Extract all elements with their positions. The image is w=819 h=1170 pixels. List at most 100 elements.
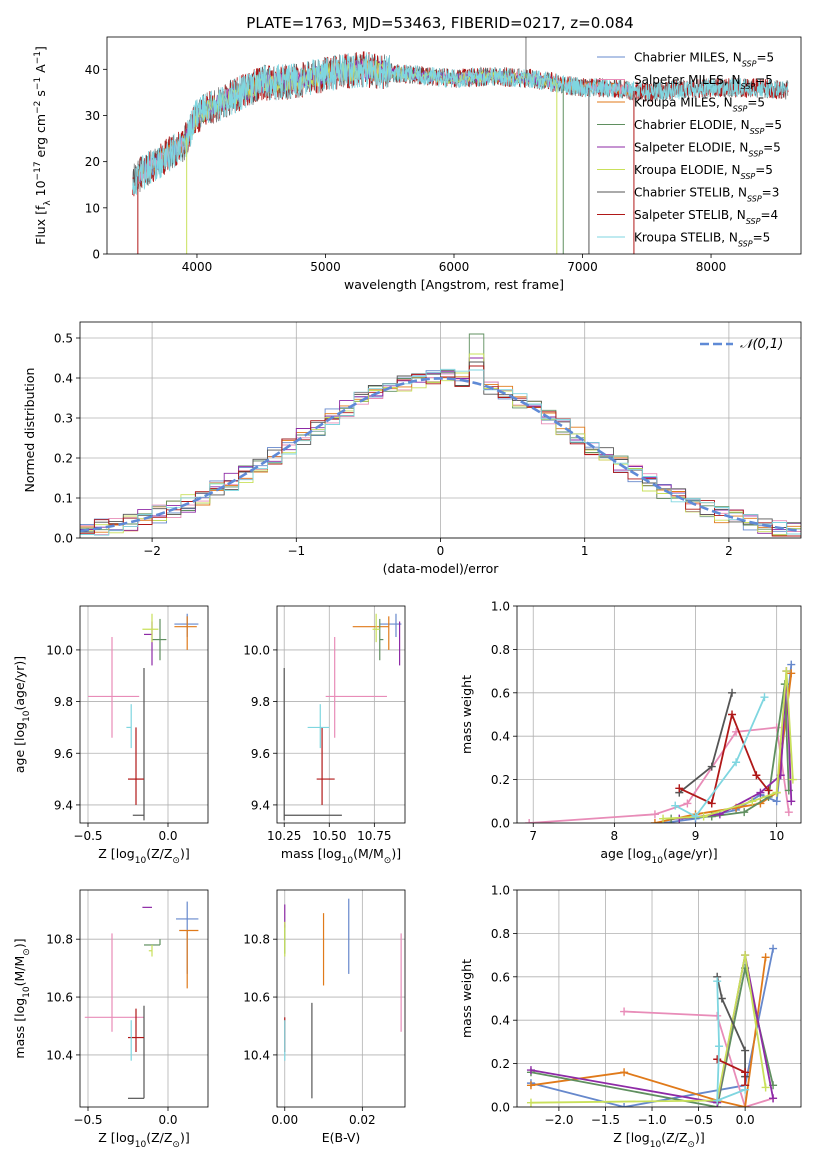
mass_vs_EBV-axes: 0.00 0.02 10.4 10.6 10.8 E(B-V) bbox=[243, 890, 405, 1145]
mass_vs_EBV-frame bbox=[276, 889, 406, 1108]
weight-marker bbox=[620, 1103, 629, 1107]
y-tick-label: 1.0 bbox=[491, 600, 510, 614]
y-tick-label: 30 bbox=[85, 109, 100, 123]
weight-marker bbox=[756, 788, 765, 797]
y-tick-label: 10.4 bbox=[46, 1048, 73, 1062]
weight-marker bbox=[772, 797, 781, 806]
weight-marker bbox=[788, 775, 797, 784]
y-tick-label: 0.0 bbox=[54, 532, 73, 546]
x-tick-label: 2 bbox=[725, 544, 733, 558]
hist-legend: 𝒩(0,1) bbox=[700, 337, 783, 352]
weight-line bbox=[674, 696, 766, 818]
legend-label: Salpeter STELIB, NSSP=4 bbox=[634, 208, 778, 226]
x-tick-label: 7 bbox=[529, 829, 537, 843]
age_vs_mass-frame bbox=[276, 605, 406, 824]
weight-marker bbox=[741, 1103, 750, 1107]
weight-marker bbox=[707, 799, 716, 808]
y-tick-label: 40 bbox=[85, 63, 100, 77]
legend-label: Chabrier STELIB, NSSP=3 bbox=[634, 186, 779, 204]
y-tick-label: 10.0 bbox=[243, 643, 270, 657]
weight-marker bbox=[740, 808, 749, 817]
weight-marker bbox=[752, 771, 761, 780]
y-tick-label: 9.4 bbox=[251, 798, 270, 812]
weight-marker bbox=[713, 1055, 722, 1064]
weight-marker bbox=[741, 1046, 750, 1055]
y-tick-label: 0.1 bbox=[54, 492, 73, 506]
weight-marker bbox=[741, 1085, 750, 1094]
weight-marker bbox=[787, 660, 796, 669]
y-tick-label: 0.6 bbox=[491, 686, 510, 700]
hist-step bbox=[80, 361, 801, 533]
y-tick-label: 0.0 bbox=[491, 817, 510, 831]
hist-series bbox=[80, 333, 801, 537]
y-axis-label: Normed distribution bbox=[22, 368, 37, 493]
mass_vs_Z-points bbox=[84, 901, 199, 1099]
age_vs_Z-axes: −0.5 0.0 9.4 9.6 9.8 10.0 Z [log10(Z/Z⊙)] age [… bbox=[12, 606, 208, 866]
legend-label: Salpeter ELODIE, NSSP=5 bbox=[634, 141, 781, 159]
x-tick-label: 4000 bbox=[182, 260, 213, 274]
weight-marker bbox=[659, 814, 668, 823]
y-tick-label: 0 bbox=[92, 248, 100, 262]
y-tick-label: 0.4 bbox=[54, 372, 73, 386]
spectrum-axes: 4000 5000 6000 7000 8000 0 10 20 30 40 wavelength … bbox=[33, 46, 726, 292]
x-tick-label: 1 bbox=[581, 544, 589, 558]
x-tick-label: 0.0 bbox=[736, 1113, 755, 1127]
x-tick-label: −0.5 bbox=[73, 1113, 102, 1127]
legend-label: 𝒩(0,1) bbox=[740, 337, 783, 352]
weight-line bbox=[716, 981, 746, 1102]
residual_hist-axes: −2 −1 0 1 2 0.0 0.1 0.2 0.3 0.4 0.5 (data-model)/er… bbox=[22, 322, 801, 576]
x-tick-label: 0.0 bbox=[158, 829, 177, 843]
mass_vs_Z-frame bbox=[79, 889, 209, 1108]
x-tick-label: 0 bbox=[437, 544, 445, 558]
weight-line bbox=[530, 954, 767, 1104]
y-tick-label: 0.2 bbox=[54, 452, 73, 466]
weight-marker bbox=[526, 1081, 535, 1090]
mass_vs_Z-axes: −0.5 0.0 10.4 10.6 10.8 Z [log10(Z/Z⊙)] mass [… bbox=[12, 890, 208, 1150]
x-tick-label: −2.0 bbox=[544, 1113, 573, 1127]
x-tick-label: 0.02 bbox=[349, 1113, 376, 1127]
y-axis-label: age [log10(age/yr)] bbox=[12, 656, 32, 773]
x-tick-label: −2 bbox=[143, 544, 161, 558]
x-axis-label: age [log10(age/yr)] bbox=[600, 846, 717, 866]
y-tick-label: 10.6 bbox=[46, 991, 73, 1005]
hist-frame bbox=[79, 321, 802, 539]
legend-label: Chabrier MILES, NSSP=5 bbox=[634, 51, 774, 69]
y-tick-label: 0.4 bbox=[491, 730, 510, 744]
weight-marker bbox=[683, 799, 692, 808]
x-axis-label: mass [log10(M/M⊙)] bbox=[281, 846, 401, 866]
spectrum-lines bbox=[132, 37, 789, 254]
age_vs_Z-frame bbox=[79, 605, 209, 824]
x-tick-label: −1.0 bbox=[637, 1113, 666, 1127]
legend-label: Kroupa STELIB, NSSP=5 bbox=[634, 231, 770, 249]
x-tick-label: 7000 bbox=[567, 260, 598, 274]
spectrum-line bbox=[132, 51, 789, 197]
weight-marker bbox=[525, 819, 534, 823]
weight-marker bbox=[761, 1083, 770, 1092]
x-tick-label: 10.50 bbox=[312, 829, 346, 843]
figure-title: PLATE=1763, MJD=53463, FIBERID=0217, z=0… bbox=[246, 14, 633, 32]
y-tick-label: 10.8 bbox=[243, 933, 270, 947]
weight-marker bbox=[671, 801, 680, 810]
weight-marker bbox=[728, 688, 737, 697]
spectrum-line bbox=[132, 52, 789, 195]
spectrum-legend: Chabrier MILES, NSSP=5 Salpeter MILES, NS… bbox=[597, 51, 782, 249]
x-tick-label: 10 bbox=[769, 829, 784, 843]
weight-marker bbox=[787, 797, 796, 806]
x-axis-label: wavelength [Angstrom, rest frame] bbox=[344, 277, 564, 292]
x-tick-label: 10.75 bbox=[357, 829, 391, 843]
normal-curve bbox=[80, 377, 801, 533]
weight-marker bbox=[761, 953, 770, 962]
x-axis-label: Z [log10(Z/Z⊙)] bbox=[613, 1130, 704, 1150]
age_vs_Z-points bbox=[88, 613, 199, 821]
weight-marker bbox=[732, 758, 741, 767]
weight_vs_Z-axes: −2.0 −1.5 −1.0 −0.5 0.0 0.0 0.2 0.4 0.6 0.8 1.0 Z [… bbox=[459, 884, 801, 1150]
weight-marker bbox=[650, 819, 659, 823]
x-axis-label: E(B-V) bbox=[322, 1130, 361, 1145]
x-tick-label: 9 bbox=[692, 829, 700, 843]
y-tick-label: 10.0 bbox=[46, 643, 73, 657]
weight-marker bbox=[782, 667, 791, 676]
weight-marker bbox=[715, 1042, 724, 1051]
y-tick-label: 0.5 bbox=[54, 332, 73, 346]
weight-marker bbox=[772, 788, 781, 797]
x-tick-label: −1 bbox=[287, 544, 305, 558]
